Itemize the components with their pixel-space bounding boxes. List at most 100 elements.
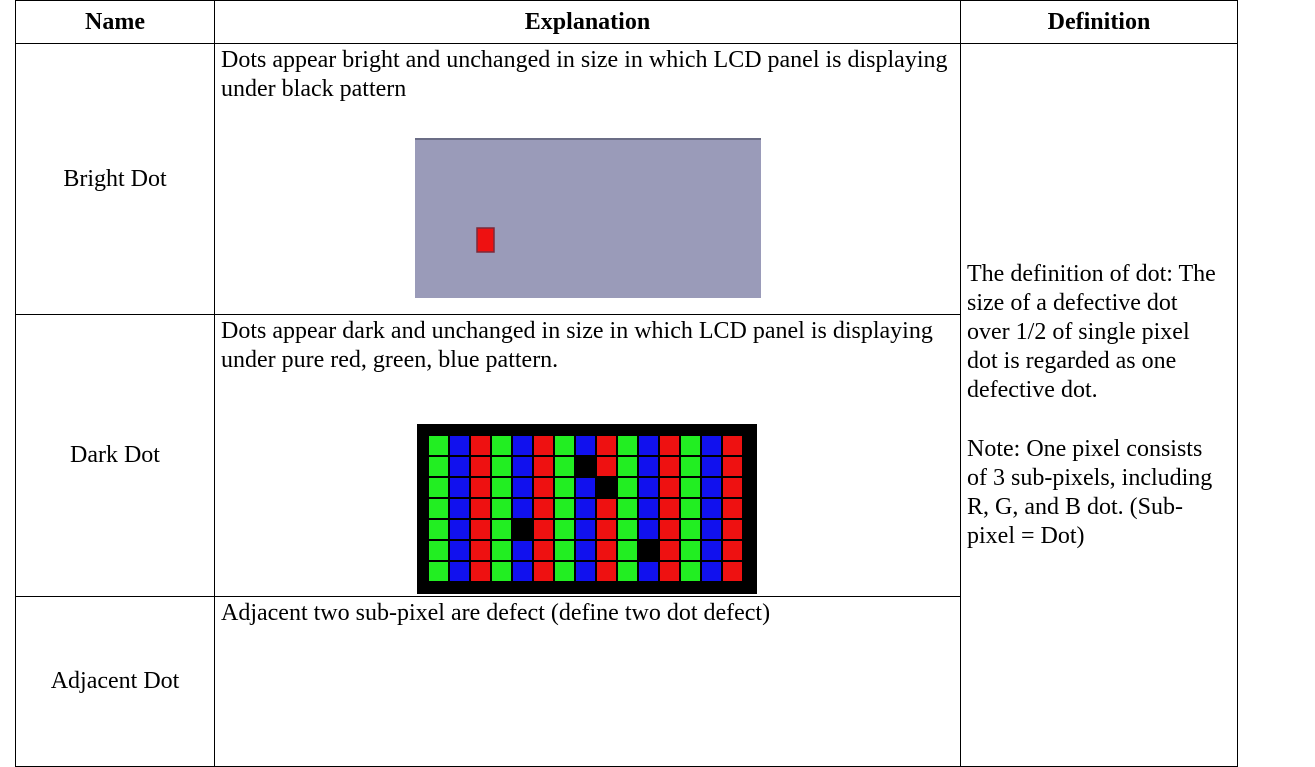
sub-pixel <box>681 499 700 518</box>
sub-pixel <box>618 520 637 539</box>
sub-pixel <box>429 541 448 560</box>
sub-pixel <box>513 436 532 455</box>
row: Adjacent Dot Adjacent two sub-pixel are … <box>15 596 1238 767</box>
sub-pixel <box>513 457 532 476</box>
sub-pixel <box>660 457 679 476</box>
header-row: Name Explanation Definition <box>15 0 1238 44</box>
header-cell: Definition <box>960 0 1238 44</box>
sub-pixel <box>639 520 658 539</box>
definition-note: Note: One pixel consists of 3 sub-pixels… <box>967 435 1213 549</box>
sub-pixel <box>618 436 637 455</box>
sub-pixel <box>513 478 532 497</box>
sub-pixel <box>576 499 595 518</box>
dark-dot-image <box>417 424 757 594</box>
sub-pixel <box>450 478 469 497</box>
sub-pixel <box>429 436 448 455</box>
sub-pixel <box>723 499 742 518</box>
bright-dot-image <box>415 138 761 298</box>
sub-pixel <box>534 562 553 581</box>
sub-pixel <box>471 457 490 476</box>
sub-pixel <box>534 436 553 455</box>
sub-pixel <box>471 499 490 518</box>
sub-pixel <box>723 562 742 581</box>
sub-pixel <box>429 478 448 497</box>
sub-pixel <box>534 520 553 539</box>
sub-pixel <box>639 499 658 518</box>
sub-pixel <box>534 457 553 476</box>
sub-pixel <box>702 562 721 581</box>
sub-pixel <box>576 520 595 539</box>
sub-pixel <box>618 478 637 497</box>
sub-pixel <box>618 562 637 581</box>
sub-pixel <box>429 520 448 539</box>
explanation-cell: Adjacent two sub-pixel are defect (defin… <box>214 596 961 767</box>
sub-pixel <box>660 562 679 581</box>
sub-pixel <box>471 562 490 581</box>
sub-pixel <box>450 562 469 581</box>
sub-pixel <box>639 541 658 560</box>
sub-pixel <box>555 457 574 476</box>
explanation-text: Dots appear dark and unchanged in size i… <box>221 318 933 373</box>
name-cell: Adjacent Dot <box>15 596 215 767</box>
sub-pixel <box>597 457 616 476</box>
explanation-text: Adjacent two sub-pixel are defect (defin… <box>221 600 771 626</box>
sub-pixel <box>660 436 679 455</box>
sub-pixel <box>429 499 448 518</box>
sub-pixel <box>702 457 721 476</box>
sub-pixel <box>681 457 700 476</box>
sub-pixel <box>513 541 532 560</box>
sub-pixel <box>576 541 595 560</box>
sub-pixel <box>492 541 511 560</box>
sub-pixel <box>723 457 742 476</box>
sub-pixel <box>471 520 490 539</box>
sub-pixel <box>723 436 742 455</box>
sub-pixel <box>555 520 574 539</box>
sub-pixel <box>660 499 679 518</box>
header-cell: Name <box>15 0 215 44</box>
sub-pixel <box>597 541 616 560</box>
sub-pixel <box>534 478 553 497</box>
sub-pixel <box>555 499 574 518</box>
sub-pixel <box>681 478 700 497</box>
sub-pixel <box>555 562 574 581</box>
sub-pixel <box>639 562 658 581</box>
sub-pixel <box>597 499 616 518</box>
sub-pixel <box>639 478 658 497</box>
sub-pixel <box>450 499 469 518</box>
sub-pixel <box>723 541 742 560</box>
definition-text: The definition of dot: The size of a def… <box>967 260 1216 403</box>
sub-pixel <box>555 541 574 560</box>
sub-pixel <box>597 520 616 539</box>
sub-pixel <box>576 562 595 581</box>
sub-pixel <box>492 499 511 518</box>
sub-pixel <box>429 562 448 581</box>
sub-pixel <box>471 541 490 560</box>
sub-pixel <box>681 436 700 455</box>
sub-pixel <box>702 436 721 455</box>
name-cell: Bright Dot <box>15 43 215 315</box>
sub-pixel <box>639 457 658 476</box>
sub-pixel <box>576 457 595 476</box>
sub-pixel <box>597 436 616 455</box>
sub-pixel <box>450 436 469 455</box>
sub-pixel <box>513 562 532 581</box>
sub-pixel <box>576 478 595 497</box>
sub-pixel <box>702 478 721 497</box>
explanation-cell: Dots appear bright and unchanged in size… <box>214 43 961 315</box>
sub-pixel <box>702 499 721 518</box>
sub-pixel <box>576 436 595 455</box>
sub-pixel <box>660 478 679 497</box>
sub-pixel <box>555 478 574 497</box>
definition-cell: The definition of dot: The size of a def… <box>960 43 1238 767</box>
sub-pixel <box>492 436 511 455</box>
sub-pixel <box>471 478 490 497</box>
sub-pixel <box>681 562 700 581</box>
sub-pixel <box>618 499 637 518</box>
name-cell: Dark Dot <box>15 314 215 597</box>
sub-pixel <box>492 478 511 497</box>
sub-pixel <box>702 520 721 539</box>
row: Dark Dot Dots appear dark and unchanged … <box>15 314 1238 597</box>
sub-pixel <box>618 541 637 560</box>
sub-pixel <box>555 436 574 455</box>
sub-pixel <box>723 478 742 497</box>
